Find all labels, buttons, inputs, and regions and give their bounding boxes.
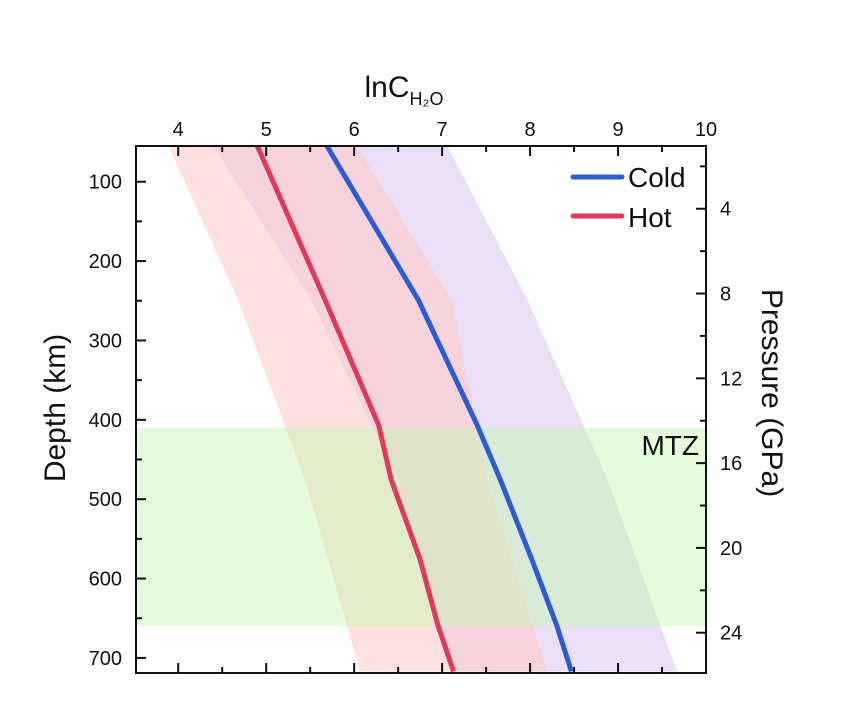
y-axis-title-pressure: Pressure (GPa) (755, 289, 788, 497)
pressure-tick-label: 20 (720, 538, 742, 560)
x-axis-title-main: lnC (364, 71, 409, 104)
legend-label-hot: Hot (628, 202, 672, 233)
pressure-tick-label: 12 (720, 368, 742, 390)
depth-tick-label: 300 (89, 330, 122, 352)
depth-tick-label: 500 (89, 489, 122, 511)
line-cold (324, 146, 574, 673)
mtz-label: MTZ (641, 430, 699, 461)
x-tick-label: 7 (437, 119, 448, 141)
depth-tick-label: 200 (89, 251, 122, 273)
x-tick-label: 6 (349, 119, 360, 141)
plot-frame (135, 145, 707, 674)
axis-tick-labels: 4 5 6 7 8 9 10 100 200 300 400 500 600 700 4 8 12 16 20 24 (89, 119, 743, 670)
depth-tick-label: 600 (89, 569, 122, 591)
axis-ticks (136, 146, 707, 673)
legend: Cold Hot (570, 162, 686, 233)
x-tick-label: 10 (695, 119, 717, 141)
x-axis-title-subscript: H₂O (410, 89, 444, 109)
pressure-tick-label: 16 (720, 453, 742, 475)
depth-tick-label: 400 (89, 410, 122, 432)
pressure-tick-label: 4 (720, 199, 731, 221)
x-tick-label: 5 (261, 119, 272, 141)
x-tick-label: 8 (525, 119, 536, 141)
pressure-tick-label: 8 (720, 284, 731, 306)
legend-label-cold: Cold (628, 162, 686, 193)
pressure-tick-label: 24 (720, 623, 742, 645)
depth-tick-label: 100 (89, 172, 122, 194)
depth-tick-label: 700 (89, 648, 122, 670)
mtz-band (136, 427, 706, 627)
line-hot (255, 146, 456, 673)
y-axis-title-depth: Depth (km) (39, 334, 72, 482)
x-axis-title: lnCH₂O (364, 71, 443, 109)
series-lines (255, 146, 574, 673)
x-tick-label: 9 (612, 119, 623, 141)
x-tick-label: 4 (173, 119, 184, 141)
